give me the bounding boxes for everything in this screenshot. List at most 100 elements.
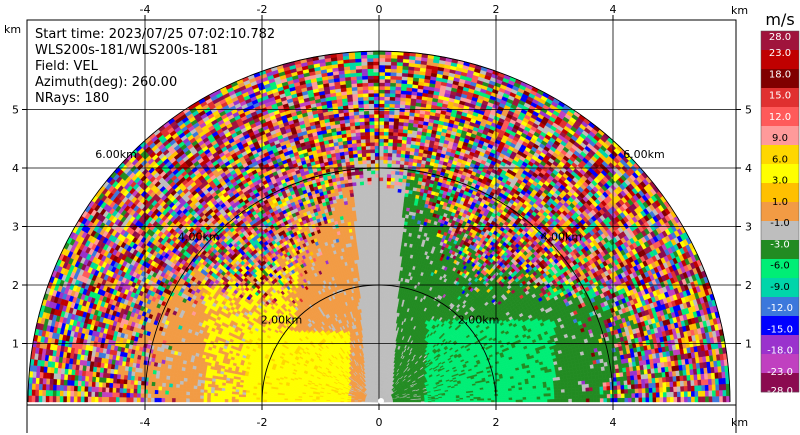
velocity-cell <box>571 391 576 396</box>
velocity-cell <box>710 372 716 379</box>
velocity-cell <box>637 374 642 380</box>
velocity-cell <box>703 372 709 380</box>
velocity-cell <box>574 380 579 386</box>
velocity-cell <box>645 397 650 403</box>
velocity-cell <box>533 396 538 400</box>
velocity-cell <box>592 394 597 399</box>
velocity-cell <box>543 392 548 397</box>
velocity-cell <box>498 399 503 403</box>
velocity-cell <box>622 371 628 377</box>
velocity-cell <box>726 395 731 403</box>
velocity-cell <box>648 387 653 393</box>
velocity-cell <box>665 376 670 383</box>
velocity-cell <box>693 379 699 386</box>
velocity-cell <box>592 382 597 388</box>
velocity-cell <box>512 396 517 400</box>
velocity-cell <box>589 398 594 403</box>
velocity-cell <box>638 387 643 394</box>
velocity-cell <box>602 377 607 383</box>
velocity-cell <box>620 388 625 394</box>
velocity-cell <box>526 396 531 400</box>
velocity-cell <box>719 395 724 403</box>
velocity-cell <box>606 389 611 395</box>
velocity-cell <box>522 399 527 403</box>
velocity-cell <box>557 395 562 400</box>
velocity-cell <box>505 399 510 403</box>
velocity-cell <box>557 389 562 393</box>
velocity-cell <box>651 382 657 388</box>
velocity-cell <box>711 384 717 391</box>
velocity-cell <box>519 396 524 400</box>
velocity-cell <box>603 389 608 395</box>
velocity-cell <box>661 376 667 383</box>
velocity-cell <box>666 386 671 393</box>
velocity-cell <box>570 381 576 386</box>
velocity-cell <box>539 387 544 391</box>
velocity-cell <box>566 378 572 383</box>
velocity-cell <box>532 390 537 395</box>
velocity-cell <box>599 386 604 391</box>
velocity-cell <box>696 373 702 380</box>
velocity-cell <box>561 392 566 396</box>
velocity-cell <box>578 384 583 389</box>
velocity-cell <box>578 394 583 399</box>
velocity-cell <box>722 383 727 391</box>
velocity-cell <box>595 386 601 391</box>
velocity-cell <box>659 391 664 398</box>
velocity-cell <box>592 397 597 403</box>
velocity-cell <box>680 391 685 397</box>
velocity-cell <box>582 394 587 399</box>
velocity-cell <box>487 397 492 401</box>
velocity-cell <box>711 389 717 397</box>
velocity-cell <box>550 392 555 397</box>
velocity-cell <box>519 399 524 403</box>
velocity-cell <box>491 399 495 403</box>
velocity-cell <box>508 399 513 403</box>
velocity-cell <box>689 374 695 381</box>
velocity-cell <box>602 385 608 391</box>
velocity-cell <box>599 382 604 387</box>
velocity-cell <box>631 388 636 394</box>
velocity-cell <box>669 391 675 398</box>
velocity-cell <box>691 396 696 403</box>
velocity-cell <box>694 390 699 397</box>
velocity-cell <box>571 394 576 399</box>
velocity-cell <box>592 386 597 392</box>
velocity-cell <box>543 387 548 391</box>
velocity-cell <box>675 375 681 382</box>
velocity-cell <box>536 396 541 400</box>
velocity-cell <box>669 386 674 393</box>
velocity-cell <box>571 384 576 389</box>
velocity-cell <box>549 383 555 388</box>
velocity-cell <box>673 386 678 392</box>
velocity-cell <box>480 398 485 401</box>
velocity-cell <box>722 389 727 397</box>
velocity-cell <box>550 395 555 400</box>
velocity-cell <box>550 398 555 403</box>
velocity-cell <box>686 374 691 381</box>
velocity-cell <box>498 397 502 401</box>
velocity-cell <box>564 388 569 393</box>
velocity-cell <box>585 394 590 399</box>
velocity-cell <box>554 392 559 397</box>
velocity-cell <box>568 398 573 403</box>
velocity-cell <box>648 396 654 403</box>
velocity-cell <box>705 395 710 403</box>
velocity-cell <box>543 398 548 403</box>
velocity-cell <box>638 397 643 403</box>
velocity-cell <box>585 387 590 392</box>
velocity-cell <box>494 395 499 399</box>
velocity-cell <box>621 397 625 403</box>
velocity-cell <box>624 397 629 403</box>
velocity-cell <box>630 379 635 385</box>
velocity-cell <box>697 379 702 386</box>
velocity-cell <box>718 377 723 385</box>
velocity-cell <box>627 379 632 385</box>
velocity-cell <box>511 392 516 396</box>
velocity-cell <box>694 396 699 403</box>
velocity-cell <box>473 400 478 403</box>
velocity-cell <box>463 400 468 403</box>
velocity-cell <box>525 391 530 395</box>
velocity-cell <box>717 371 723 379</box>
velocity-cell <box>536 399 541 403</box>
